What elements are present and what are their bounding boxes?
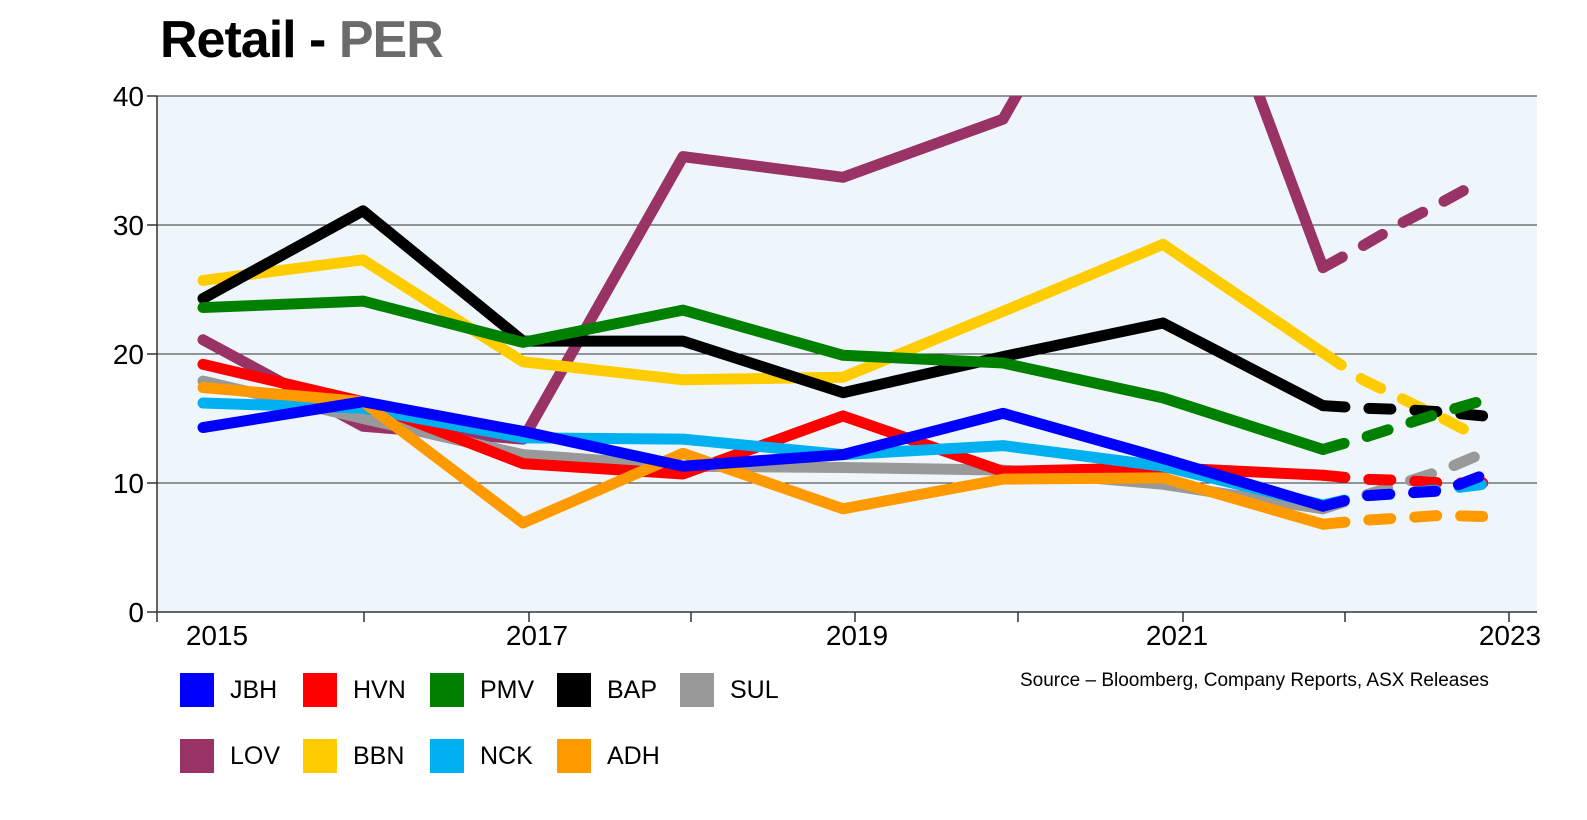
y-tick-label: 20 bbox=[113, 339, 144, 370]
source-note: Source – Bloomberg, Company Reports, ASX… bbox=[1020, 670, 1489, 691]
series-adh bbox=[197, 382, 1489, 530]
y-tick-label: 30 bbox=[113, 210, 144, 241]
axes bbox=[147, 95, 1537, 622]
tick-labels: 0 10 20 30 40 2015 2017 2019 2021 2023 bbox=[113, 81, 1541, 651]
series-jbh bbox=[197, 396, 1489, 512]
series-forecast-lov bbox=[1317, 174, 1489, 274]
series-line-adh bbox=[197, 382, 1329, 530]
series-group bbox=[197, 96, 1489, 530]
series-line-jbh bbox=[197, 396, 1329, 512]
series-bbn bbox=[197, 238, 1489, 445]
chart-title: Retail - PER bbox=[160, 10, 444, 70]
x-tick-label: 2017 bbox=[506, 620, 568, 651]
series-forecast-jbh bbox=[1317, 469, 1489, 512]
series-line-nck bbox=[197, 397, 1329, 511]
x-tick-label: 2023 bbox=[1479, 620, 1541, 651]
series-forecast-sul bbox=[1317, 447, 1489, 515]
chart-title-main: Retail - bbox=[160, 11, 339, 69]
x-tick-label: 2015 bbox=[186, 620, 248, 651]
series-pmv bbox=[197, 295, 1489, 455]
series-line-bbn bbox=[197, 238, 1329, 386]
x-tick-label: 2021 bbox=[1146, 620, 1208, 651]
series-forecast-pmv bbox=[1317, 394, 1489, 455]
series-line-bap bbox=[197, 205, 1329, 412]
y-tick-label: 0 bbox=[128, 597, 144, 628]
x-tick-label: 2019 bbox=[826, 620, 888, 651]
chart-title-highlight: PER bbox=[338, 11, 444, 69]
series-forecast-adh bbox=[1317, 509, 1489, 530]
series-forecast-bbn bbox=[1317, 347, 1489, 445]
series-line-pmv bbox=[197, 295, 1329, 455]
y-tick-label: 10 bbox=[113, 468, 144, 499]
y-tick-label: 40 bbox=[113, 81, 144, 112]
